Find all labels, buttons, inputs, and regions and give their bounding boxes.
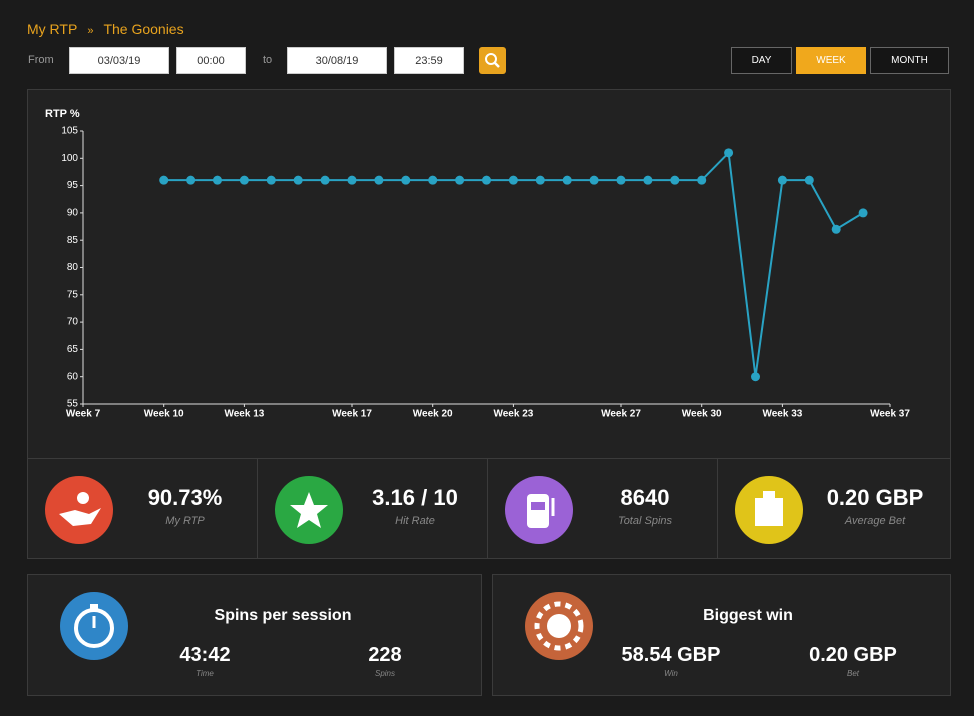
y-tick-label: 90 <box>67 208 79 219</box>
chip-icon <box>525 592 593 660</box>
stat-label: Average Bet <box>844 515 906 527</box>
chart: RTP % 55 60 65 70 75 80 85 90 95 100 105 Week 7 Week… <box>45 108 910 420</box>
y-tick-label: 95 <box>67 180 79 191</box>
data-point <box>670 175 680 185</box>
data-point <box>239 175 249 185</box>
data-point <box>401 175 411 185</box>
y-tick-label: 85 <box>67 235 79 246</box>
crumb-separator: » <box>87 25 94 37</box>
timer-icon <box>60 592 128 660</box>
y-axis-label: RTP % <box>45 108 80 120</box>
panel-label: Bet <box>846 669 859 678</box>
data-point <box>455 175 465 185</box>
data-point <box>213 175 222 185</box>
panel-title: Spins per session <box>214 607 352 624</box>
x-tick-label: Week 27 <box>601 409 641 420</box>
from-label: From <box>28 54 54 66</box>
x-tick-label: Week 30 <box>682 409 722 420</box>
stat-value: 3.16 / 10 <box>372 485 458 510</box>
data-point <box>347 175 357 185</box>
stat-card: 3.16 / 10 Hit Rate <box>257 458 488 559</box>
panel-label: Spins <box>374 669 395 678</box>
data-point <box>266 175 276 185</box>
data-point <box>777 175 787 185</box>
data-point <box>508 175 518 185</box>
data-point <box>751 372 760 382</box>
biggest-win-panel: Biggest win 58.54 GBP Win 0.20 GBP Bet <box>492 574 951 696</box>
stat-card: 90.73% My RTP <box>27 458 258 559</box>
panel-label: Time <box>196 669 214 678</box>
sessions-panel: Spins per session 43:42 Time 228 Spins <box>27 574 482 696</box>
data-point <box>724 148 734 158</box>
search-button[interactable] <box>479 47 506 74</box>
period-button[interactable]: DAY <box>731 47 792 74</box>
stat-value: 90.73% <box>147 485 223 510</box>
y-tick-label: 60 <box>67 371 79 382</box>
period-button[interactable]: WEEK <box>796 47 866 74</box>
x-tick-label: Week 10 <box>144 409 184 420</box>
from-time[interactable]: 00:00 <box>176 47 246 74</box>
crumb-current: The Goonies <box>103 21 184 37</box>
to-label: to <box>263 54 273 66</box>
x-tick-label: Week 20 <box>413 409 453 420</box>
x-tick-label: Week 23 <box>493 409 533 420</box>
bet-icon <box>735 476 803 544</box>
data-point <box>858 208 868 218</box>
data-point <box>374 175 384 185</box>
stat-card: 0.20 GBP Average Bet <box>717 458 951 559</box>
breadcrumb: My RTP » The Goonies <box>27 21 194 37</box>
period-buttons: DAY WEEK MONTH <box>731 47 949 74</box>
x-tick-label: Week 7 <box>66 409 101 420</box>
data-point <box>697 175 707 185</box>
panel-value: 228 <box>368 644 402 666</box>
y-tick-label: 100 <box>61 153 78 164</box>
panel-value: 0.20 GBP <box>809 644 897 666</box>
data-point <box>159 175 169 185</box>
data-point <box>293 175 303 185</box>
data-point <box>643 175 653 185</box>
data-point <box>428 175 438 185</box>
to-date[interactable]: 30/08/19 <box>287 47 387 74</box>
panel-label: Win <box>664 669 678 678</box>
stat-card: 8640 Total Spins <box>487 458 718 559</box>
x-tick-label: Week 37 <box>870 409 910 420</box>
from-date[interactable]: 03/03/19 <box>69 47 169 74</box>
search-icon <box>485 53 500 68</box>
y-tick-label: 70 <box>67 317 79 328</box>
x-tick-label: Week 17 <box>332 409 372 420</box>
stat-label: My RTP <box>165 515 205 527</box>
y-tick-label: 80 <box>67 262 79 273</box>
panel-value: 58.54 GBP <box>621 644 721 666</box>
data-point <box>831 224 841 234</box>
panel-title: Biggest win <box>703 607 793 624</box>
data-point <box>562 175 572 185</box>
stat-label: Hit Rate <box>395 515 435 527</box>
data-point <box>482 175 491 185</box>
data-point <box>535 175 545 185</box>
rtp-icon <box>45 476 113 544</box>
y-tick-label: 75 <box>67 289 79 300</box>
spins-icon <box>505 476 573 544</box>
x-tick-label: Week 13 <box>224 409 264 420</box>
to-time[interactable]: 23:59 <box>394 47 464 74</box>
panel-value: 43:42 <box>179 644 231 666</box>
stat-value: 8640 <box>620 485 670 510</box>
y-tick-label: 55 <box>67 399 79 410</box>
chart-panel: RTP % 55 60 65 70 75 80 85 90 95 100 105 Week 7 Week… <box>27 89 951 459</box>
x-tick-label: Week 33 <box>762 409 802 420</box>
data-point <box>589 175 599 185</box>
hit-icon <box>275 476 343 544</box>
y-tick-label: 65 <box>67 344 79 355</box>
data-point <box>320 175 330 185</box>
data-point <box>804 175 814 185</box>
data-line <box>163 150 864 377</box>
stat-value: 0.20 GBP <box>826 485 924 510</box>
stat-label: Total Spins <box>617 515 673 527</box>
data-point <box>186 175 196 185</box>
data-point <box>616 175 626 185</box>
period-button[interactable]: MONTH <box>870 47 949 74</box>
y-tick-label: 105 <box>61 126 78 137</box>
crumb-link[interactable]: My RTP <box>27 21 78 37</box>
